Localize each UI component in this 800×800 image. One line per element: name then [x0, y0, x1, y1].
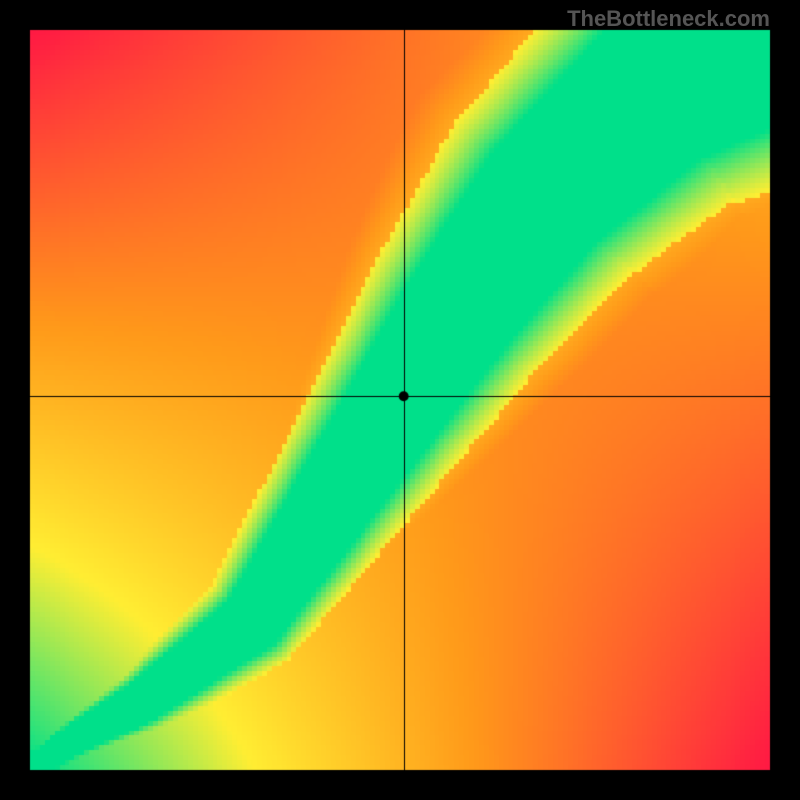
- watermark-text: TheBottleneck.com: [567, 6, 770, 32]
- chart-container: { "canvas": { "width": 800, "height": 80…: [0, 0, 800, 800]
- heatmap-canvas: [0, 0, 800, 800]
